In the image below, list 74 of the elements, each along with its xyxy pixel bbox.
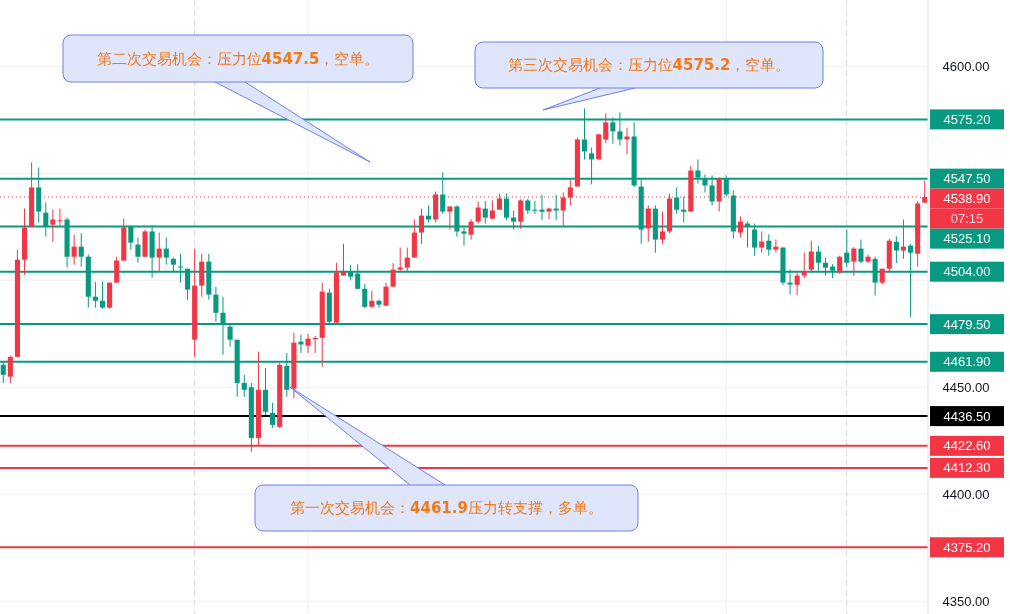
candlestick xyxy=(57,208,63,226)
y-tick-label: 4450.00 xyxy=(942,379,990,395)
candlestick xyxy=(92,281,98,309)
candlestick xyxy=(674,186,680,215)
candlestick xyxy=(163,236,169,266)
candlestick xyxy=(603,112,609,144)
candlestick xyxy=(262,367,269,416)
annotation: 第三次交易机会：压力位4575.2，空单。 xyxy=(507,56,791,75)
candlestick xyxy=(312,335,318,354)
candlestick xyxy=(539,194,545,221)
candlestick xyxy=(766,233,772,257)
candlestick xyxy=(305,333,311,354)
ref-line-label: 4412.30 xyxy=(943,460,991,476)
y-tick-label: 4350.00 xyxy=(942,593,990,609)
candlestick xyxy=(844,229,850,268)
candlestick xyxy=(794,271,800,296)
candlestick xyxy=(376,299,382,309)
ref-line-label: 4479.50 xyxy=(943,316,991,332)
text: 07:15 xyxy=(950,211,984,227)
candlestick xyxy=(489,199,495,220)
candlestick xyxy=(397,247,403,273)
ref-line-label: 4461.90 xyxy=(943,354,991,370)
candlestick xyxy=(624,127,630,155)
y-tick-label: 4400.00 xyxy=(942,486,990,502)
candlestick xyxy=(390,262,396,288)
ref-line-label: 4375.20 xyxy=(943,539,991,555)
candlestick xyxy=(199,253,205,298)
candlestick xyxy=(681,196,687,223)
candlestick xyxy=(418,208,425,245)
candlestick xyxy=(808,240,814,273)
candlestick xyxy=(270,402,276,429)
candlestick xyxy=(114,256,120,284)
ref-line-label: 4538.90 xyxy=(943,191,991,207)
candlestick xyxy=(546,207,552,220)
candlestick xyxy=(659,211,666,245)
candlestick xyxy=(893,235,899,264)
candlestick xyxy=(482,200,488,225)
candlestick xyxy=(858,239,864,264)
candlestick xyxy=(241,374,247,398)
ref-line-label: 4436.50 xyxy=(943,408,991,424)
candlestick xyxy=(532,200,538,215)
candlestick xyxy=(759,230,765,254)
candlestick xyxy=(447,205,453,231)
candlestick xyxy=(50,209,56,243)
ref-line-label: 4575.20 xyxy=(943,111,991,127)
candlestick xyxy=(900,219,907,260)
candlestick xyxy=(135,236,141,264)
ref-line-label: 4525.10 xyxy=(943,231,991,247)
ref-line-label: 4422.60 xyxy=(943,438,991,454)
candlestick xyxy=(773,239,779,253)
candlestick xyxy=(71,234,77,266)
ref-line-label: 4547.50 xyxy=(943,171,991,187)
candlestick xyxy=(801,252,807,279)
candlestick xyxy=(837,255,843,275)
ref-line-label: 4504.00 xyxy=(943,264,991,280)
candlestick xyxy=(475,201,481,225)
candlestick xyxy=(404,247,410,273)
candlestick xyxy=(78,232,84,268)
candlestick xyxy=(7,355,13,384)
candlestick xyxy=(383,282,389,307)
candlestick xyxy=(156,232,162,273)
candlestick xyxy=(99,281,106,310)
y-tick-label: 4600.00 xyxy=(942,58,990,74)
candlestick xyxy=(737,216,743,238)
candlestick xyxy=(645,204,651,243)
candlestick xyxy=(369,290,375,309)
candlestick xyxy=(340,243,347,277)
candlestick xyxy=(503,193,510,221)
annotation: 第二次交易机会：压力位4547.5，空单。 xyxy=(96,49,380,68)
candlestick xyxy=(362,283,368,309)
annotation: 第一次交易机会：4461.9压力转支撑，多单。 xyxy=(290,499,603,518)
candlestick xyxy=(468,218,474,241)
candlestick xyxy=(851,246,857,277)
candlestick xyxy=(553,194,559,221)
